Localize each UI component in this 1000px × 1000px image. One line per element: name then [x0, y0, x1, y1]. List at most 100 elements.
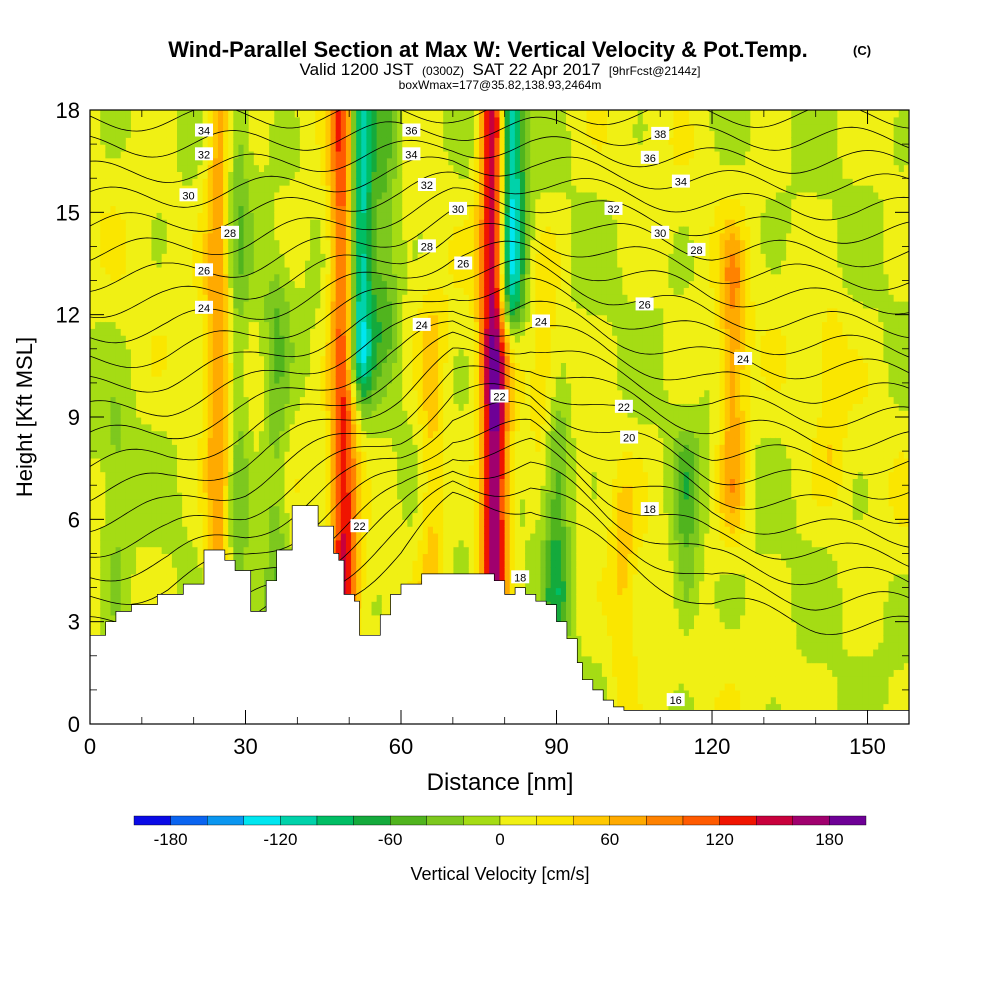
- velocity-cell: [136, 567, 142, 575]
- velocity-cell: [361, 116, 368, 125]
- velocity-cell: [192, 560, 199, 568]
- velocity-cell: [223, 116, 229, 125]
- velocity-cell: [187, 430, 193, 439]
- velocity-cell: [171, 526, 178, 534]
- velocity-cell: [279, 294, 286, 302]
- velocity-cell: [146, 376, 153, 384]
- velocity-cell: [274, 341, 280, 350]
- velocity-cell: [202, 232, 209, 241]
- velocity-cell: [223, 519, 229, 527]
- velocity-cell: [243, 437, 250, 445]
- velocity-cell: [243, 144, 250, 152]
- velocity-cell: [95, 130, 101, 138]
- velocity-cell: [217, 403, 224, 411]
- velocity-cell: [110, 608, 117, 616]
- velocity-cell: [141, 287, 147, 295]
- velocity-cell: [156, 198, 163, 207]
- velocity-cell: [351, 451, 357, 459]
- velocity-cell: [105, 321, 112, 329]
- velocity-cell: [90, 423, 96, 432]
- velocity-cell: [248, 451, 255, 459]
- velocity-cell: [207, 335, 214, 343]
- velocity-cell: [125, 553, 132, 561]
- velocity-cell: [212, 246, 219, 254]
- velocity-cell: [177, 164, 183, 172]
- velocity-cell: [110, 444, 117, 452]
- velocity-cell: [212, 307, 219, 316]
- velocity-cell: [228, 116, 234, 125]
- velocity-cell: [202, 539, 209, 548]
- velocity-cell: [182, 451, 188, 459]
- velocity-cell: [125, 219, 132, 227]
- velocity-cell: [182, 123, 188, 132]
- velocity-cell: [212, 253, 219, 261]
- velocity-cell: [228, 137, 234, 145]
- velocity-cell: [238, 498, 245, 507]
- velocity-cell: [115, 164, 122, 172]
- velocity-cell: [197, 178, 204, 186]
- velocity-cell: [130, 451, 137, 459]
- velocity-cell: [366, 212, 373, 220]
- velocity-cell: [100, 301, 106, 309]
- velocity-cell: [258, 335, 265, 343]
- velocity-cell: [279, 532, 286, 541]
- velocity-cell: [279, 150, 286, 159]
- velocity-cell: [197, 567, 204, 575]
- velocity-cell: [115, 376, 122, 384]
- velocity-cell: [325, 123, 332, 132]
- velocity-cell: [274, 492, 280, 500]
- velocity-cell: [361, 471, 368, 479]
- velocity-cell: [166, 287, 173, 295]
- velocity-cell: [351, 110, 357, 118]
- velocity-cell: [100, 232, 106, 241]
- velocity-cell: [151, 232, 158, 241]
- velocity-cell: [100, 451, 106, 459]
- velocity-cell: [156, 123, 163, 132]
- velocity-cell: [171, 266, 178, 275]
- velocity-cell: [110, 376, 117, 384]
- velocity-cell: [207, 191, 214, 200]
- velocity-cell: [156, 553, 163, 561]
- velocity-cell: [182, 171, 188, 179]
- velocity-cell: [130, 328, 137, 336]
- velocity-cell: [366, 526, 373, 534]
- velocity-cell: [177, 539, 183, 548]
- velocity-cell: [100, 573, 106, 582]
- velocity-cell: [192, 157, 199, 166]
- velocity-cell: [95, 628, 101, 636]
- velocity-cell: [161, 389, 168, 398]
- velocity-cell: [351, 246, 357, 254]
- velocity-cell: [110, 191, 117, 200]
- velocity-cell: [151, 164, 158, 172]
- velocity-cell: [361, 246, 368, 254]
- velocity-cell: [161, 417, 168, 425]
- velocity-cell: [136, 266, 142, 275]
- velocity-cell: [110, 266, 117, 275]
- velocity-cell: [289, 294, 296, 302]
- velocity-cell: [136, 492, 142, 500]
- velocity-cell: [95, 580, 101, 589]
- velocity-cell: [264, 532, 270, 541]
- velocity-cell: [264, 212, 270, 220]
- velocity-cell: [100, 341, 106, 350]
- velocity-cell: [125, 505, 132, 514]
- velocity-cell: [187, 219, 193, 227]
- velocity-cell: [130, 266, 137, 275]
- velocity-cell: [197, 410, 204, 418]
- velocity-cell: [110, 116, 117, 125]
- velocity-cell: [182, 369, 188, 377]
- velocity-cell: [228, 335, 234, 343]
- velocity-cell: [274, 396, 280, 404]
- velocity-cell: [299, 260, 306, 268]
- velocity-cell: [166, 457, 173, 466]
- velocity-cell: [130, 355, 137, 364]
- velocity-cell: [264, 471, 270, 479]
- velocity-cell: [325, 246, 332, 254]
- velocity-cell: [269, 253, 275, 261]
- velocity-cell: [177, 157, 183, 166]
- velocity-cell: [335, 164, 342, 172]
- velocity-cell: [284, 157, 291, 166]
- velocity-cell: [130, 492, 137, 500]
- velocity-cell: [351, 492, 357, 500]
- velocity-cell: [212, 130, 219, 138]
